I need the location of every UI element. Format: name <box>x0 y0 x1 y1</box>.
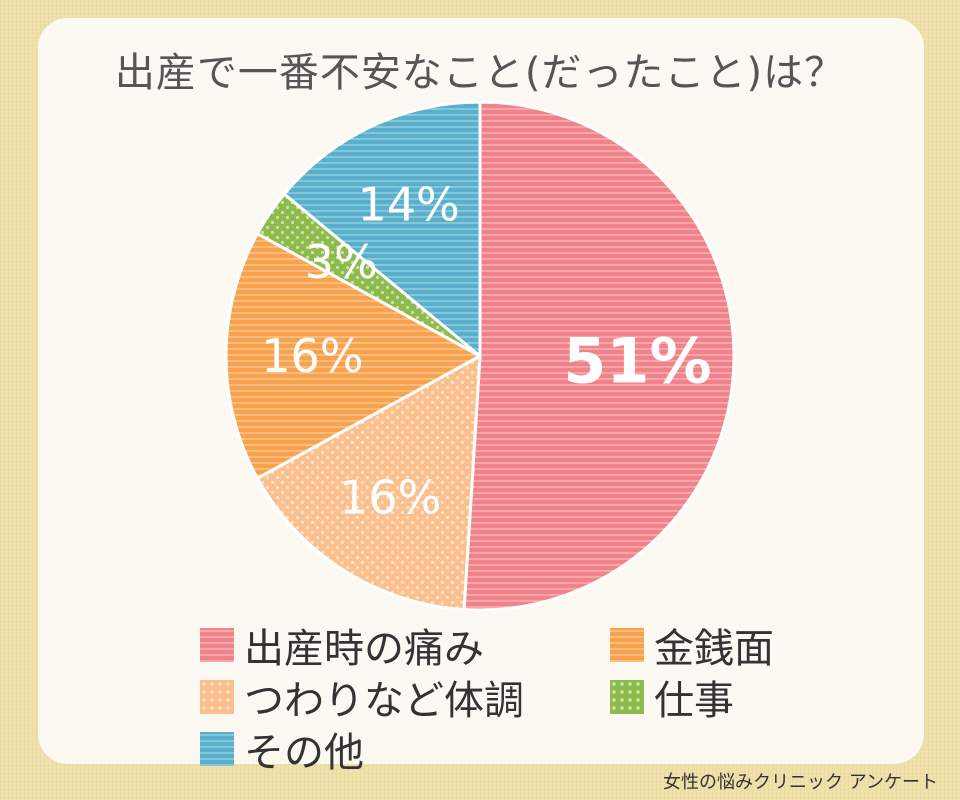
pie-slice-5 <box>282 100 482 358</box>
pie-slices <box>224 100 736 612</box>
legend-swatch <box>200 680 234 714</box>
legend-item: その他 <box>200 726 610 776</box>
legend-item: 金銭面 <box>610 622 820 672</box>
pie-slice-1 <box>462 100 736 612</box>
legend: 出産時の痛み 金銭面つわりなど体調 仕事その他 <box>200 622 820 776</box>
slice-value-label-5: 14% <box>357 177 459 231</box>
chart-title: 出産で一番不安なこと(だったこと)は？ <box>114 50 846 96</box>
legend-item: 仕事 <box>610 674 820 724</box>
pie-slice-2 <box>255 354 482 611</box>
legend-label: 出産時の痛み <box>244 626 484 672</box>
legend-swatch <box>200 732 234 766</box>
slice-value-label-4: 3% <box>305 235 378 289</box>
legend-item: 出産時の痛み <box>200 622 610 672</box>
legend-item: つわりなど体調 <box>200 674 610 724</box>
legend-swatch <box>200 628 234 662</box>
legend-label: 金銭面 <box>654 626 774 672</box>
slice-value-label-3: 16% <box>261 329 363 383</box>
pie-slice-3 <box>224 232 482 480</box>
legend-swatch <box>610 680 644 714</box>
legend-swatch <box>610 628 644 662</box>
slice-value-label-1: 51% <box>563 324 711 397</box>
slice-value-label-2: 16% <box>339 471 441 525</box>
pie-labels: 51% 16% 16% 3%14% <box>261 177 711 524</box>
legend-label: つわりなど体調 <box>244 678 524 724</box>
legend-label: 仕事 <box>654 678 734 724</box>
source-note: 女性の悩みクリニック アンケート <box>662 772 938 793</box>
legend-label: その他 <box>244 730 364 776</box>
